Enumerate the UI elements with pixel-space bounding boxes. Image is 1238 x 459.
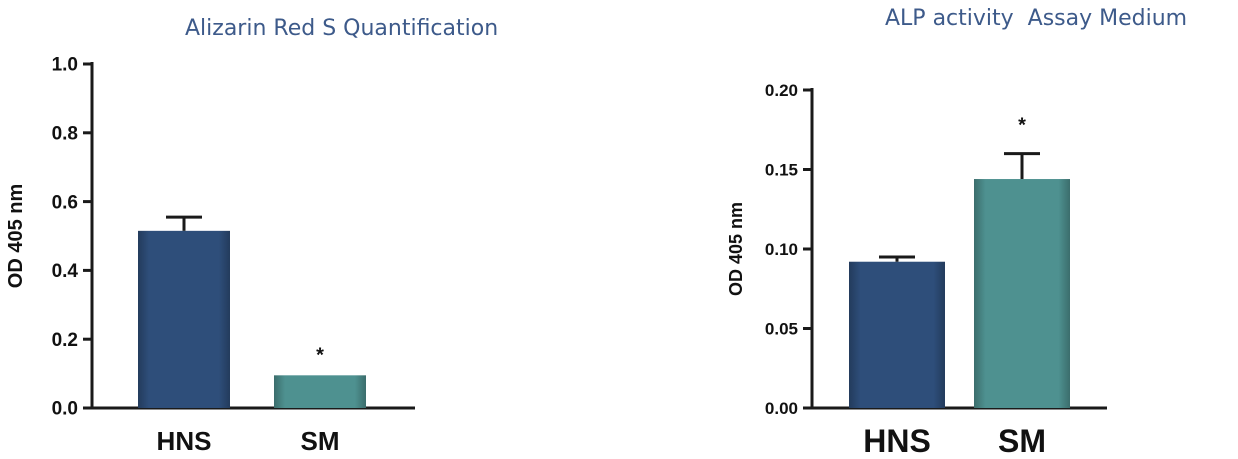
- alp-category-label: HNS: [863, 423, 931, 459]
- alizarin-y-tick-label: 0.0: [52, 399, 78, 420]
- alizarin-y-tick-label: 0.4: [52, 261, 79, 282]
- alp-category-label: SM: [998, 423, 1046, 459]
- chart-title-alp: ALP activity Assay Medium: [885, 6, 1188, 31]
- alizarin-y-tick-label: 1.0: [52, 55, 78, 76]
- alizarin-significance-mark: *: [316, 344, 324, 366]
- alizarin-y-tick-label: 0.2: [52, 330, 78, 351]
- alizarin-bar-sm: [274, 375, 366, 408]
- alizarin-y-tick-label: 0.8: [52, 123, 78, 144]
- alp-y-tick-label: 0.00: [765, 399, 798, 418]
- alizarin-bar-hns: [138, 230, 230, 408]
- alp-y-tick-label: 0.05: [765, 319, 798, 338]
- chart-title-alizarin: Alizarin Red S Quantification: [185, 16, 499, 41]
- alp-y-tick-label: 0.20: [765, 81, 798, 100]
- alizarin-category-label: HNS: [157, 426, 212, 456]
- alizarin-category-label: SM: [301, 426, 340, 456]
- alp-y-axis-label: OD 405 nm: [726, 202, 746, 296]
- alp-significance-mark: *: [1018, 115, 1026, 137]
- alp-bar-sm: [974, 179, 1070, 408]
- alizarin-bar-chart: 0.0 0.2 0.4 0.6 0.8 1.0 OD 405 nm HNS * SM: [5, 55, 415, 456]
- alizarin-y-axis-label: OD 405 nm: [5, 184, 27, 288]
- alp-bar-hns: [849, 261, 945, 408]
- alp-y-tick-label: 0.15: [765, 160, 798, 179]
- alizarin-y-tick-label: 0.6: [52, 192, 78, 213]
- alp-y-tick-label: 0.10: [765, 240, 798, 259]
